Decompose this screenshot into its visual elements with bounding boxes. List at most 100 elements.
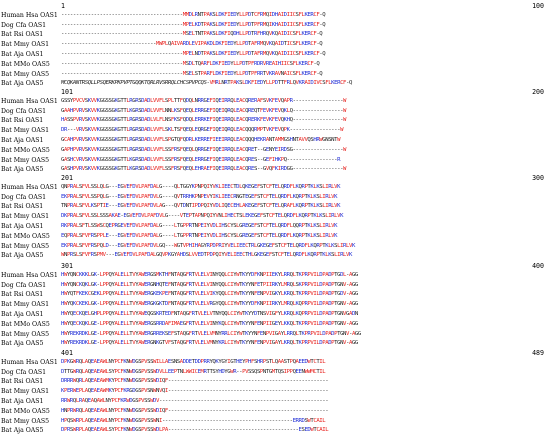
sequence-text: DKPRALSFVLSSLSSSAKAE-EGVEFDVLPAFDVLG----… [61,213,344,220]
sequence-row: Bat Mmy OAS1 DR---VRVSKVVKGGSSGKGTTLRGRSD… [0,126,550,135]
sequence-row: Bat Aja OAS1 RRWRQLRAQEAQAWLNYPCFKRWDGSPV… [0,397,550,406]
sequence-text: HWYQKCKEKLGK-LPPQYALELLTVYAWERGKGKTDFNTA… [61,301,358,308]
position-start-label: 301 [61,262,73,270]
species-label: Bat Rsi OAS1 [1,291,44,299]
sequence-row: Human Hsa OAS1 HWYQNCKKKLGK-LPPQYALELLTVY… [0,271,550,280]
species-label: Bat Aja OAS1 [1,223,44,230]
species-label: Bat Aja OAS1 [1,311,44,318]
sequence-text: GASHCVRVSKVVKGGSSGKGTTLKGRSDADLVVFLSSFRS… [61,156,341,163]
species-label: Bat Aja OAS1 [1,398,44,405]
sequence-row: Bat Aja OAS5 WNPRSLSFVFRSPMV---EGVEFDVLPA… [0,251,550,260]
sequence-text: EKPRALSFVFRSPQLD---EGVEFDVLPAFDVLGQ---WG… [61,242,355,249]
sequence-row: Bat Mmy OAS5 ----------------------------… [0,70,550,79]
position-ruler: 201 300 [0,174,550,183]
sequence-text: HWYREKRDKLGE-LPPQYALELLTVYAWERGRREKSEFST… [61,330,361,337]
species-label: Dog Cfa OAS1 [1,107,47,115]
sequence-text: HWYQECKQKLGE-LPPQYALELLTVYAWERGSRRDAFIMA… [61,320,358,327]
sequence-row: Bat Aja OAS5 MCQKANTRSQLLPSQERKPKPVPTGQQK… [0,79,550,88]
species-label: Bat Mmy OAS5 [1,70,50,78]
species-label: Human Hsa OAS1 [1,11,58,19]
species-label: Dog Cfa OAS1 [1,193,47,201]
alignment-block: 301 400 Human Hsa OAS1 HWYQNCKKKLGK-LPPQYAL… [0,262,550,352]
sequence-row: Dog Cfa OAS1 HWYQNCKQKLGK-LPPQYALELLTVYAW… [0,281,550,290]
sequence-row: Bat Aja OAS1 ----------------------------… [0,50,550,59]
sequence-row: Bat Mmy OAS5 GASHCVRVSKVVKGGSSGKGTTLKGRSD… [0,156,550,165]
sequence-row: Human Hsa OAS1 --------------------------… [0,11,550,20]
sequence-text: DPRSWRPLAQEAEAWLSYPCFKNWDGSPVSSWDLPA----… [61,427,329,434]
sequence-row: Bat Aja OAS5 HWYREKRDKLGE-LPPQYALELLTVYAW… [0,339,550,348]
species-label: Bat Aja OAS1 [1,137,44,144]
sequence-row: Bat Aja OAS1 HWYQECKQELGHPLPPQYALELLTVYAW… [0,310,550,319]
alignment-block: 101 200 Human Hsa OAS1 GSSYPVCVSKVVKGGSSGKG… [0,88,550,178]
species-label: Bat Aja OAS1 [1,51,44,58]
position-ruler: 1 100 [0,2,550,11]
sequence-text: ----------------------------------------… [61,51,326,57]
sequence-row: Bat Mmy OAS1 HWYQKCKEKLGK-LPPQYALELLTVYAW… [0,300,550,309]
sequence-text: GAPHPVRVSKVVKGGSSGKGTTLRGRSDADLVVFLSSFRS… [61,146,346,153]
sequence-text: HPQSWRPLAQEAEAWLNYPCFKNWDGSPVSSWNI------… [61,417,326,424]
alignment-block: 201 300 Human Hsa OAS1 QNPRALSFVLSSLQLG---E… [0,174,550,264]
species-label: Bat Mmy OAS5 [1,330,50,338]
sequence-text: GASHPVRVSKVVKGGSSGKGTTLKGRSDADLVVFLSSFRS… [61,166,346,173]
species-label: Bat Mmy OAS1 [1,301,50,309]
species-label: Bat Mmy OAS1 [1,41,50,49]
species-label: Human Hsa OAS1 [1,97,58,105]
sequence-text: HWYQNCKKKLGK-LPPQYALELLTVYAWERGSMKTHFNTA… [61,271,358,278]
sequence-text: HWYQECKQELGHPLPPQYALELLTVYAWEQGSKRTEDFNT… [61,311,358,317]
sequence-row: Bat Mmy OAS1 DKPRALSFVLSSLSSSAKAE-EGVEFDV… [0,212,550,221]
sequence-row: Bat Mmy OAS5 HPQSWRPLAQEAEAWLNYPCFKNWDGSP… [0,417,550,426]
sequence-row: Bat Rsi OAS1 HASSPVRVSKVVKGGSSGKGTTLRGRSD… [0,116,550,125]
sequence-text: HWYQTFKEKCGEKLPPQYALELLTVYAWERGKEKPEFNTA… [61,291,358,298]
species-label: Bat MMo OAS5 [1,60,50,68]
sequence-text: EKPRALSFVLSSPQLG---EGVEFDVLPAFDVLG----QV… [61,193,338,200]
species-label: Bat Aja OAS5 [1,80,44,88]
sequence-row: Bat Aja OAS1 RKPRALSFTLSSWSCQEPRGEVEFDVLP… [0,222,550,231]
species-label: Bat Mmy OAS1 [1,127,50,135]
species-label: Dog Cfa OAS1 [1,368,47,376]
sequence-text: DRRRWQRLAQEAEAWMKYPCFKNWDGSPVSSWDIQF----… [61,378,329,385]
sequence-text: RRWRQLRAQEAQAWLNYPCFKRWDGSPVSSWDV-------… [61,398,329,404]
position-start-label: 201 [61,174,73,182]
species-label: Human Hsa OAS1 [1,271,58,279]
sequence-text: ----------------------------------------… [61,21,326,28]
species-label: Bat Mmy OAS5 [1,156,50,164]
sequence-text: ----------------------------------------… [61,70,323,77]
sequence-text: EQPRALSFVFRSPPLE---EGVEFDVLPAFDALG----LT… [61,232,338,239]
sequence-text: ----------------------------------------… [61,31,323,38]
species-label: Dog Cfa OAS1 [1,21,47,29]
sequence-text: HWYREKRDKLGE-LPPQYALELLTVYAWERGNKGTVFSTA… [61,340,358,347]
position-ruler: 301 400 [0,262,550,271]
sequence-text: RKPRALSFTLSSWSCQEPRGEVEFDVLPAFDALG----LT… [61,223,338,229]
alignment-block: 401 489 Human Hsa OAS1 DPKGWRQLAQEAEAWLNYPC… [0,349,550,439]
sequence-text: TNPRALSFVLKSPTIE---EGVEFDVLPAFDVLAG---QV… [61,203,341,210]
position-start-label: 101 [61,88,73,96]
species-label: Bat MMo OAS5 [1,146,50,154]
species-label: Bat Rsi OAS1 [1,117,44,125]
sequence-row: Bat Mmy OAS5 HWYREKRDKLGE-LPPQYALELLTVYAW… [0,330,550,339]
sequence-row: Dog Cfa OAS1 ----------------------------… [0,21,550,30]
sequence-row: Bat MMo OAS5 EQPRALSFVFRSPPLE---EGVEFDVLP… [0,232,550,241]
position-start-label: 1 [61,2,65,10]
sequence-row: Human Hsa OAS1 GSSYPVCVSKVVKGGSSGKGTTLRGR… [0,97,550,106]
sequence-row: Dog Cfa OAS1 EKPRALSFVLSSPQLG---EGVEFDVLP… [0,193,550,202]
sequence-row: Bat MMo OAS5 HWYQECKQKLGE-LPPQYALELLTVYAW… [0,320,550,329]
sequence-row: Bat Rsi OAS1 HWYQTFKEKCGEKLPPQYALELLTVYAW… [0,290,550,299]
sequence-row: Bat Rsi OAS1 ----------------------------… [0,30,550,39]
species-label: Bat MMo OAS5 [1,320,50,328]
sequence-row: Human Hsa OAS1 QNPRALSFVLSSLQLG---EGVEFDV… [0,183,550,192]
sequence-row: Dog Cfa OAS1 DTTGWRQLAQEAEAWLSYPCFKNWDGSP… [0,368,550,377]
sequence-row: Bat MMo OAS5 ----------------------------… [0,60,550,69]
species-label: Bat Mmy OAS5 [1,242,50,250]
sequence-text: GSSYPVCVSKVVKGGSSGKGTTLRGRSDADLVVFLSPLTT… [61,97,346,104]
position-end-label: 100 [532,2,544,10]
position-end-label: 400 [532,262,544,270]
sequence-text: DR---VRVSKVVKGGSSGKGTTLRGRSDADLVVFLSKLTS… [61,127,344,134]
position-ruler: 401 489 [0,349,550,358]
species-label: Bat Rsi OAS1 [1,203,44,211]
position-end-label: 300 [532,174,544,182]
sequence-text: ----------------------------------------… [61,11,326,18]
species-label: Bat Aja OAS5 [1,166,44,174]
position-end-label: 200 [532,88,544,96]
sequence-text: HNPRWRQLAQEAEAWLNYPCFKNWDGSPVSSWDIQF----… [61,407,329,414]
